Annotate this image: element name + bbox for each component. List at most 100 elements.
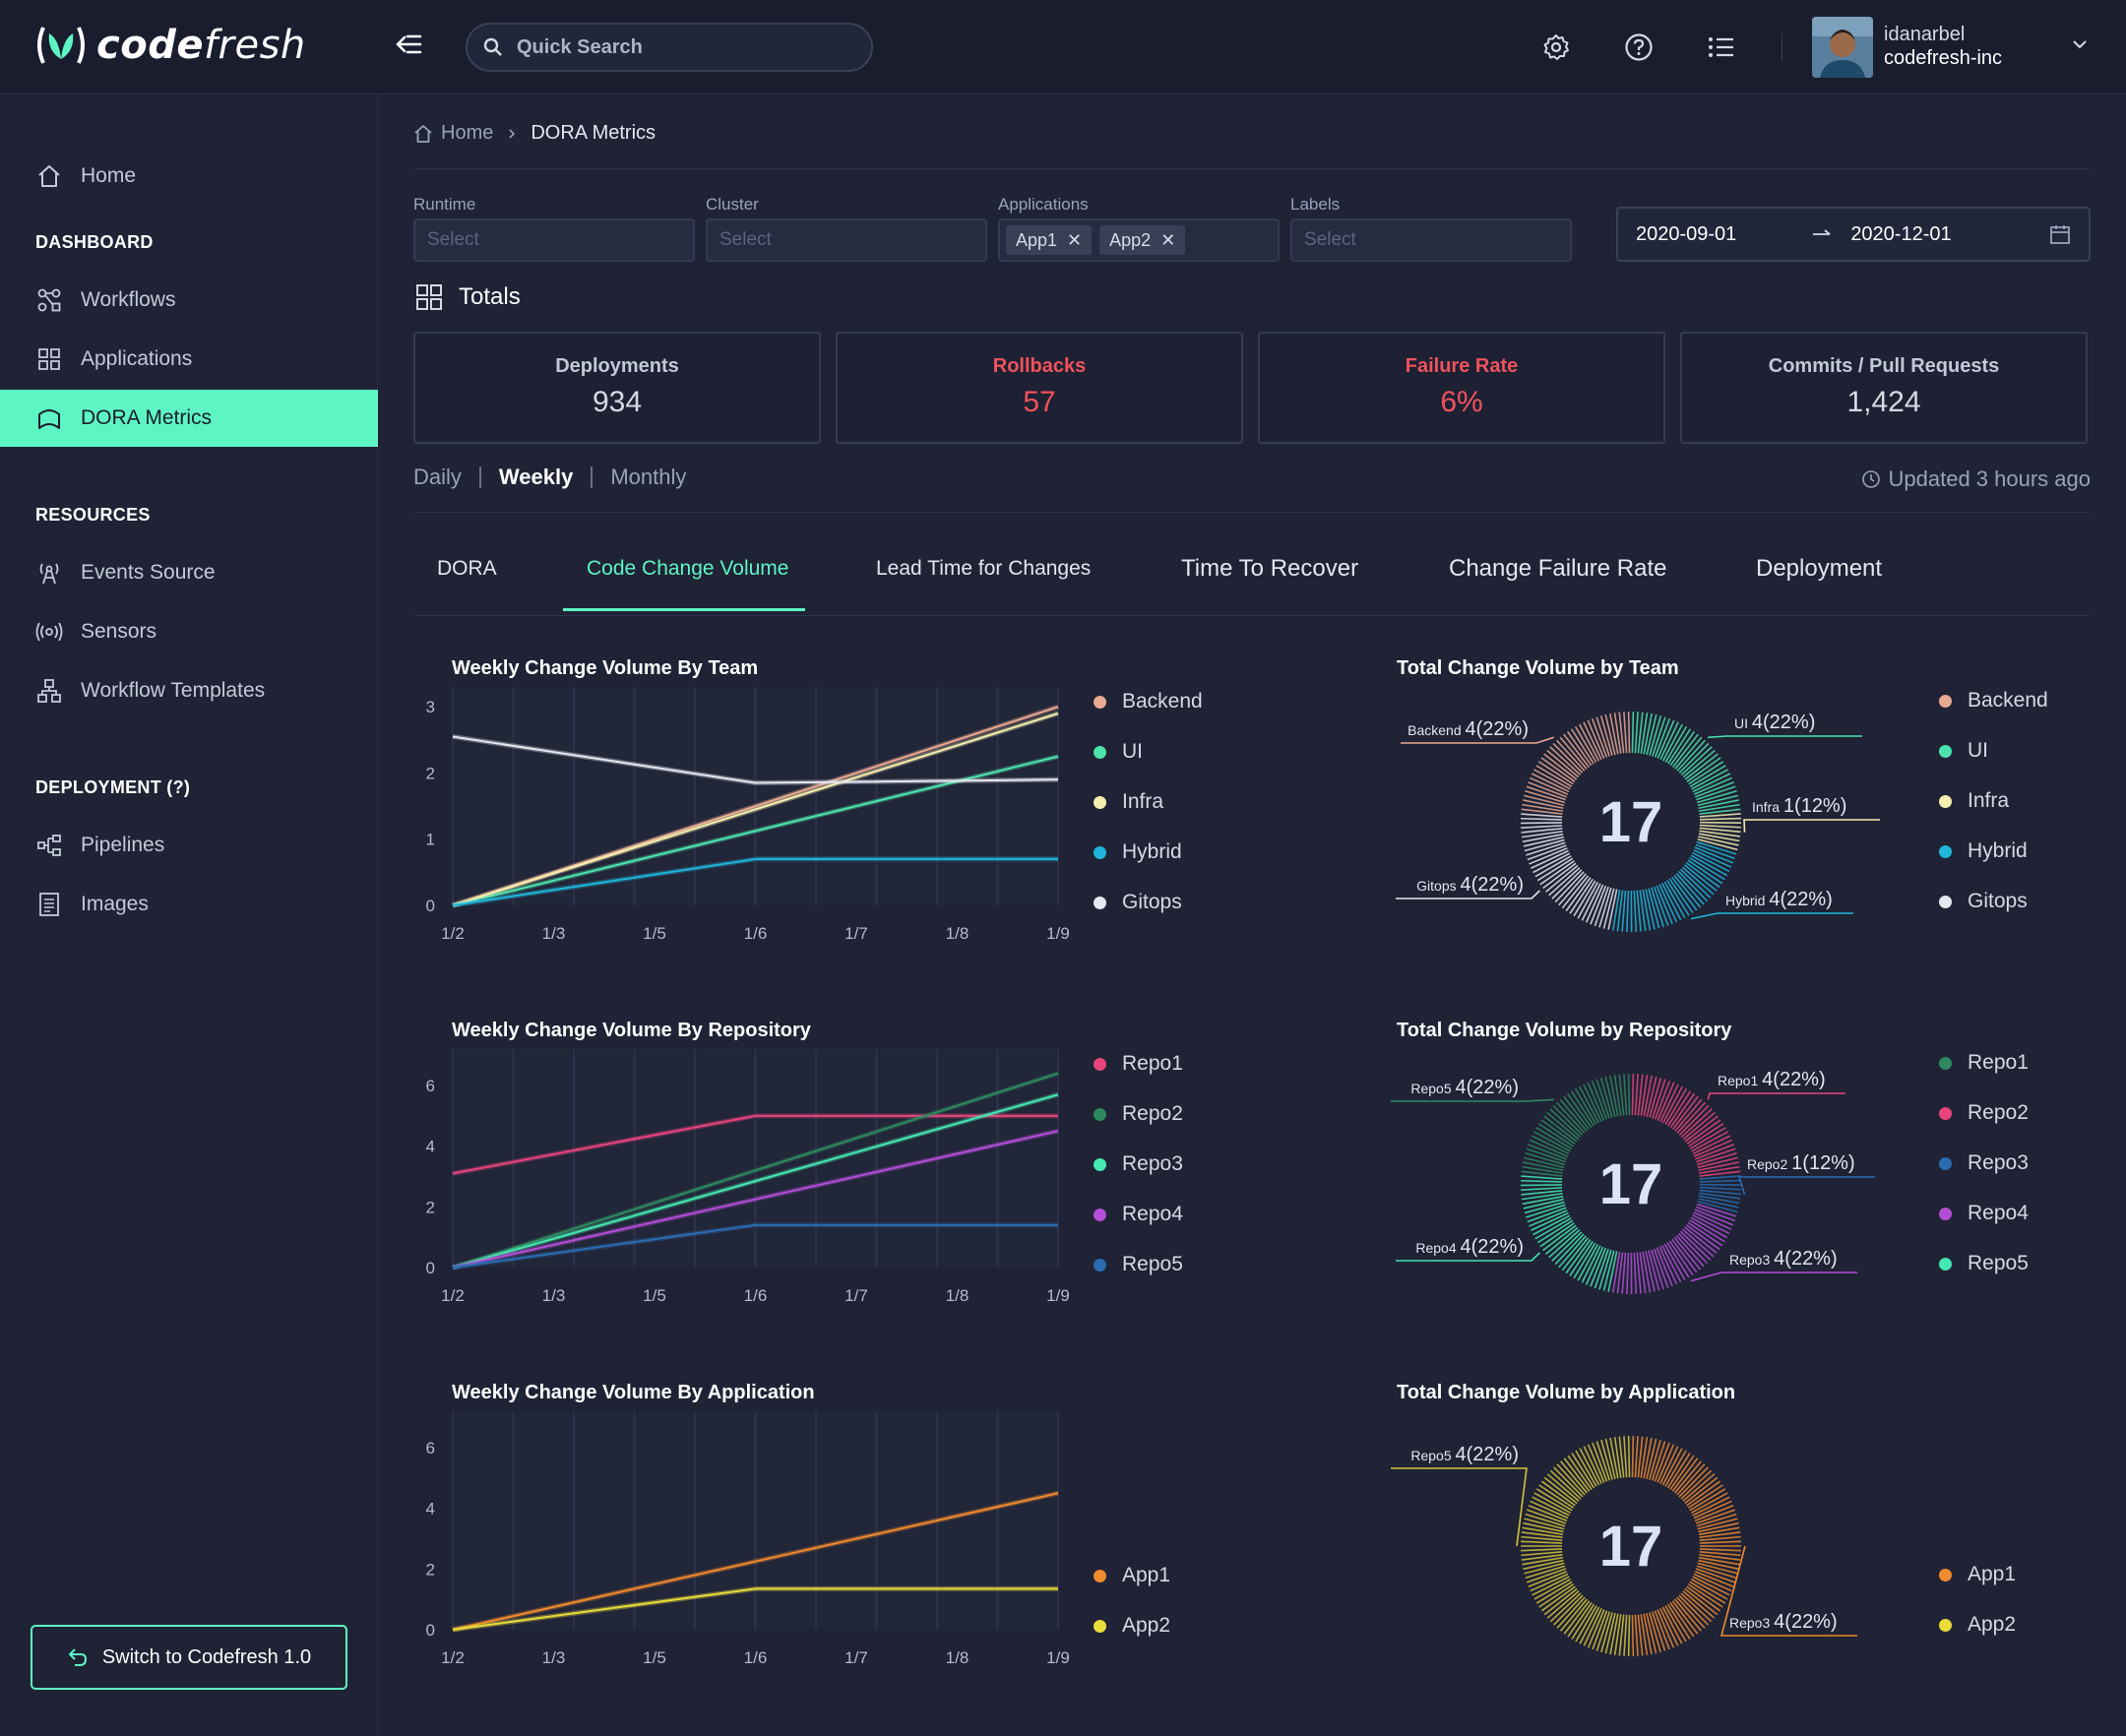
legend-item[interactable]: Gitops: [1094, 891, 1182, 914]
date-to[interactable]: 2020-12-01: [1850, 222, 1952, 245]
legend-item[interactable]: Gitops: [1939, 890, 2028, 913]
app-chip[interactable]: App1 ✕: [1006, 225, 1093, 255]
tab-deployment[interactable]: Deployment: [1756, 555, 1883, 582]
donut-slice-spoke: [1521, 1192, 1563, 1201]
legend-swatch: [1094, 1107, 1106, 1121]
cluster-select[interactable]: Select: [706, 218, 987, 262]
chart-title-repo: Weekly Change Volume By Repository: [452, 1020, 811, 1041]
donut-slice-spoke: [1522, 1526, 1564, 1536]
legend-item[interactable]: UI: [1094, 740, 1143, 764]
donut-slice-spoke: [1561, 875, 1590, 909]
sidebar-item-home[interactable]: Home: [0, 148, 378, 205]
period-monthly[interactable]: Monthly: [610, 465, 687, 489]
legend-item[interactable]: Repo2: [1939, 1101, 2029, 1125]
tab-time-to-recover[interactable]: Time To Recover: [1181, 555, 1359, 582]
legend-item[interactable]: Repo3: [1094, 1152, 1183, 1176]
legend-item[interactable]: UI: [1939, 739, 1988, 763]
donut-slice-label: Repo2 1(12%): [1747, 1152, 1855, 1174]
breadcrumb-home[interactable]: Home: [413, 122, 493, 145]
legend-item[interactable]: App1: [1094, 1564, 1170, 1587]
codefresh-logo[interactable]: codefresh: [33, 22, 306, 69]
donut-slice-spoke: [1699, 1186, 1741, 1191]
donut-slice-label: UI 4(22%): [1734, 712, 1815, 733]
donut-slice-spoke: [1523, 1559, 1564, 1571]
runtime-select[interactable]: Select: [413, 218, 695, 262]
donut-slice-spoke: [1528, 1505, 1568, 1521]
period-daily[interactable]: Daily: [413, 465, 462, 489]
sidebar-item-sensors[interactable]: Sensors: [0, 603, 378, 660]
legend-item[interactable]: Repo1: [1939, 1051, 2029, 1075]
applications-select[interactable]: App1 ✕ App2 ✕: [998, 218, 1280, 262]
donut-slice-spoke: [1659, 1084, 1679, 1123]
donut-slice-spoke: [1543, 1587, 1578, 1616]
legend-item[interactable]: Repo4: [1094, 1203, 1183, 1226]
active-tab-indicator: [563, 608, 805, 611]
legend-item[interactable]: Infra: [1939, 789, 2009, 813]
legend-item[interactable]: Repo5: [1939, 1252, 2029, 1275]
date-range-picker[interactable]: 2020-09-01 2020-12-01: [1616, 207, 2091, 262]
runtime-label: Runtime: [413, 195, 476, 214]
donut-slice-spoke: [1533, 1492, 1572, 1514]
series-line: [452, 706, 1059, 906]
date-from[interactable]: 2020-09-01: [1636, 222, 1737, 245]
legend-item[interactable]: App1: [1939, 1563, 2016, 1586]
donut-slice-spoke: [1634, 1436, 1639, 1478]
tab-change-failure-rate[interactable]: Change Failure Rate: [1449, 555, 1667, 582]
legend-item[interactable]: Hybrid: [1939, 839, 2028, 863]
legend-item[interactable]: App2: [1939, 1613, 2016, 1637]
sidebar-item-workflows[interactable]: Workflows: [0, 272, 378, 329]
donut-slice-spoke: [1627, 712, 1631, 754]
legend-item[interactable]: Backend: [1094, 690, 1203, 713]
calendar-icon[interactable]: [2049, 223, 2071, 245]
switch-to-codefresh-1-button[interactable]: Switch to Codefresh 1.0: [31, 1625, 347, 1690]
list-icon[interactable]: [1704, 30, 1739, 65]
sidebar-item-pipelines[interactable]: Pipelines: [0, 817, 378, 874]
collapse-sidebar-icon[interactable]: [394, 31, 427, 61]
legend-item[interactable]: Repo4: [1939, 1202, 2029, 1225]
sidebar-item-applications[interactable]: Applications: [0, 331, 378, 388]
help-icon[interactable]: [1621, 30, 1657, 65]
donut-slice-spoke: [1649, 1439, 1661, 1480]
period-weekly[interactable]: Weekly: [498, 465, 574, 489]
labels-select[interactable]: Select: [1290, 218, 1572, 262]
donut-slice-spoke: [1526, 841, 1566, 856]
donut-slice-spoke: [1577, 881, 1599, 919]
legend-swatch: [1094, 1619, 1106, 1633]
legend-item[interactable]: Repo3: [1939, 1151, 2029, 1175]
legend-item[interactable]: Repo1: [1094, 1052, 1183, 1076]
y-tick-label: 2: [426, 1560, 435, 1579]
kpi-label: Commits / Pull Requests: [1768, 355, 2000, 377]
legend-item[interactable]: App2: [1094, 1614, 1170, 1638]
donut-slice-spoke: [1671, 1095, 1699, 1130]
pipelines-icon: [35, 832, 63, 859]
tab-lead-time[interactable]: Lead Time for Changes: [876, 557, 1092, 580]
search-input[interactable]: [517, 35, 812, 59]
x-tick-label: 1/5: [643, 1286, 666, 1305]
sidebar-item-dora-metrics[interactable]: DORA Metrics: [0, 390, 378, 447]
remove-chip-icon[interactable]: ✕: [1067, 229, 1083, 250]
sidebar-item-workflow-templates[interactable]: Workflow Templates: [0, 662, 378, 719]
donut-slice-spoke: [1535, 1127, 1573, 1149]
quick-search[interactable]: [466, 23, 873, 72]
donut-slice-spoke: [1521, 1553, 1563, 1561]
chevron-down-icon[interactable]: [2071, 37, 2089, 55]
app-chip[interactable]: App2 ✕: [1099, 225, 1186, 255]
sidebar-item-events-source[interactable]: Events Source: [0, 544, 378, 601]
settings-gear-icon[interactable]: [1538, 30, 1574, 65]
donut-slice-spoke: [1686, 1480, 1721, 1507]
donut-slice-spoke: [1538, 1484, 1575, 1509]
runtime-placeholder: Select: [427, 229, 479, 250]
legend-item[interactable]: Infra: [1094, 790, 1163, 814]
commits-card: Commits / Pull Requests 1,424: [1680, 332, 2088, 444]
legend-item[interactable]: Backend: [1939, 689, 2048, 713]
avatar[interactable]: [1812, 17, 1873, 78]
tab-code-change-volume[interactable]: Code Change Volume: [587, 557, 789, 580]
legend-item[interactable]: Repo5: [1094, 1253, 1183, 1276]
user-org[interactable]: codefresh-inc: [1884, 47, 2003, 69]
sidebar-item-images[interactable]: Images: [0, 876, 378, 933]
tab-dora[interactable]: DORA: [437, 557, 497, 580]
legend-item[interactable]: Hybrid: [1094, 840, 1182, 864]
legend-item[interactable]: Repo2: [1094, 1102, 1183, 1126]
remove-chip-icon[interactable]: ✕: [1160, 229, 1176, 250]
user-name[interactable]: idanarbel: [1884, 24, 1966, 45]
